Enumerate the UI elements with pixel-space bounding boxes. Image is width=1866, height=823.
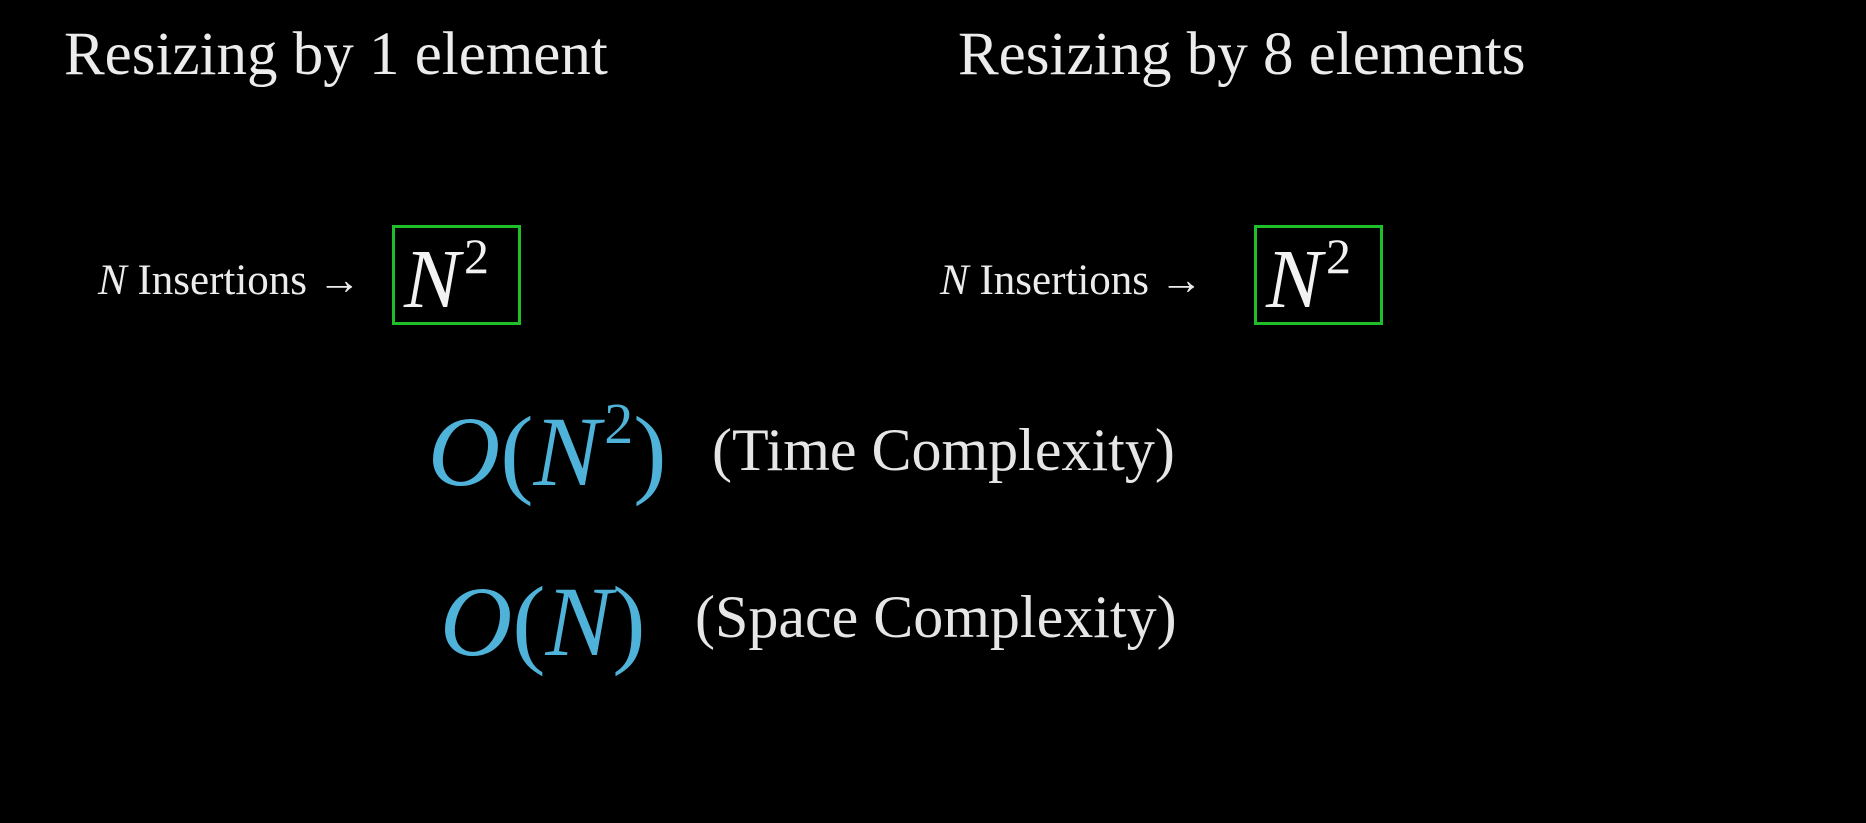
space-big-o: O [440,566,513,677]
right-result-exponent: 2 [1326,228,1352,284]
time-close-paren: ) [633,396,667,507]
left-result-base: N [404,233,461,326]
right-result-math: N2 [1266,231,1351,322]
left-result-exponent: 2 [464,228,490,284]
space-open-paren: ( [512,566,546,677]
time-open-paren: ( [500,396,534,507]
space-var: N [545,566,613,677]
right-arrow-icon: → [1159,257,1203,304]
time-var: N [533,396,601,507]
right-result-box [1254,225,1383,325]
left-result-math: N2 [404,231,489,322]
right-insertion-var: N [940,257,969,304]
time-big-o: O [428,396,501,507]
right-insertion-row: N Insertions → [940,259,1203,302]
time-complexity-expression: O(N2) [428,395,667,502]
left-insertion-row: N Insertions → [98,259,361,302]
left-insertion-var: N [98,257,127,304]
space-complexity-label: (Space Complexity) [695,584,1177,650]
left-heading: Resizing by 1 element [64,21,608,88]
right-insertion-label: Insertions [979,257,1150,304]
space-close-paren: ) [612,566,646,677]
right-result-base: N [1266,233,1323,326]
left-insertion-label: Insertions [137,257,308,304]
time-exponent: 2 [604,391,634,456]
right-heading: Resizing by 8 elements [958,21,1526,88]
left-result-box [392,225,521,325]
left-arrow-icon: → [317,257,361,304]
time-complexity-label: (Time Complexity) [712,417,1175,483]
space-complexity-expression: O(N) [440,572,646,672]
